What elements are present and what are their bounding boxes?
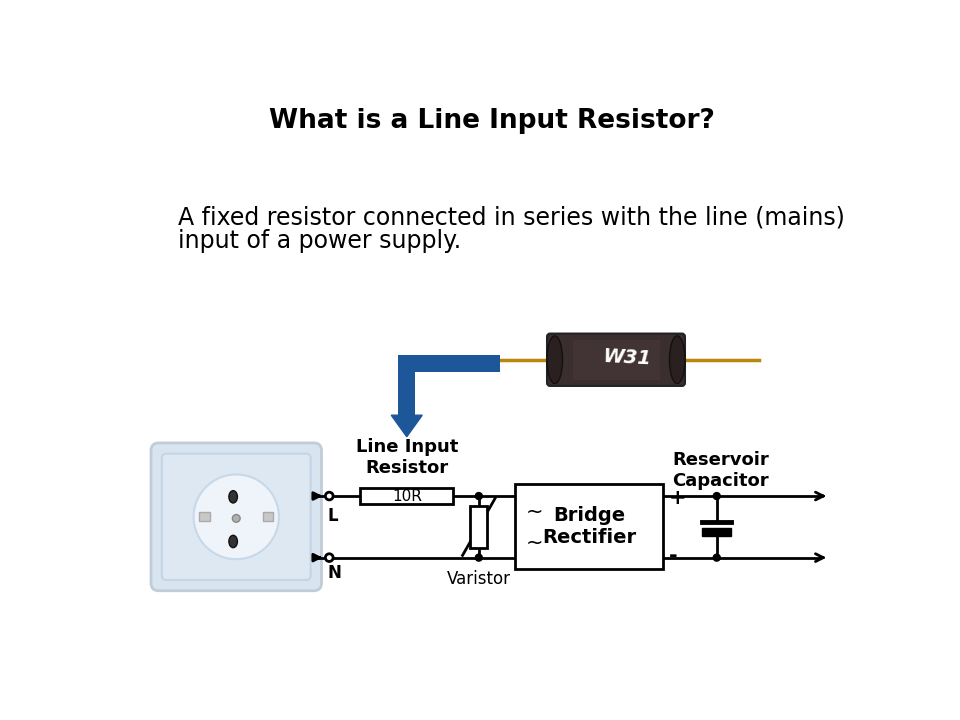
Circle shape (232, 515, 240, 522)
Bar (470, 506, 488, 549)
Text: Reservoir
Capacitor: Reservoir Capacitor (672, 451, 769, 490)
Text: input of a power supply.: input of a power supply. (179, 229, 461, 253)
Text: ~: ~ (526, 533, 543, 553)
Text: N: N (327, 564, 342, 582)
Ellipse shape (669, 336, 685, 384)
Text: What is a Line Input Resistor?: What is a Line Input Resistor? (269, 108, 715, 134)
Text: L: L (327, 507, 338, 525)
Bar (263, 512, 274, 521)
Ellipse shape (228, 535, 237, 548)
Text: W31: W31 (603, 348, 653, 369)
FancyBboxPatch shape (151, 443, 322, 590)
Text: Varistor: Varistor (446, 570, 511, 588)
Bar (360, 488, 453, 504)
Bar (572, 340, 660, 379)
Bar (199, 512, 210, 521)
Text: +: + (669, 487, 686, 508)
Text: A fixed resistor connected in series with the line (mains): A fixed resistor connected in series wit… (179, 206, 845, 230)
Circle shape (325, 492, 333, 500)
Ellipse shape (547, 336, 563, 384)
FancyBboxPatch shape (547, 333, 685, 386)
Text: Bridge
Rectifier: Bridge Rectifier (541, 506, 636, 547)
FancyBboxPatch shape (162, 454, 311, 580)
Bar (398, 355, 416, 417)
Ellipse shape (228, 490, 237, 503)
Circle shape (475, 492, 482, 500)
Text: ~: ~ (526, 502, 543, 522)
Bar (702, 528, 732, 536)
Bar (516, 485, 662, 570)
Circle shape (325, 554, 333, 562)
Polygon shape (392, 415, 422, 437)
Text: 10R: 10R (392, 490, 421, 504)
Text: Line Input
Resistor: Line Input Resistor (355, 438, 458, 477)
Circle shape (713, 492, 720, 500)
Circle shape (475, 554, 482, 561)
Circle shape (713, 554, 720, 561)
Bar (398, 355, 500, 372)
Circle shape (194, 474, 278, 559)
Text: -: - (669, 546, 678, 566)
